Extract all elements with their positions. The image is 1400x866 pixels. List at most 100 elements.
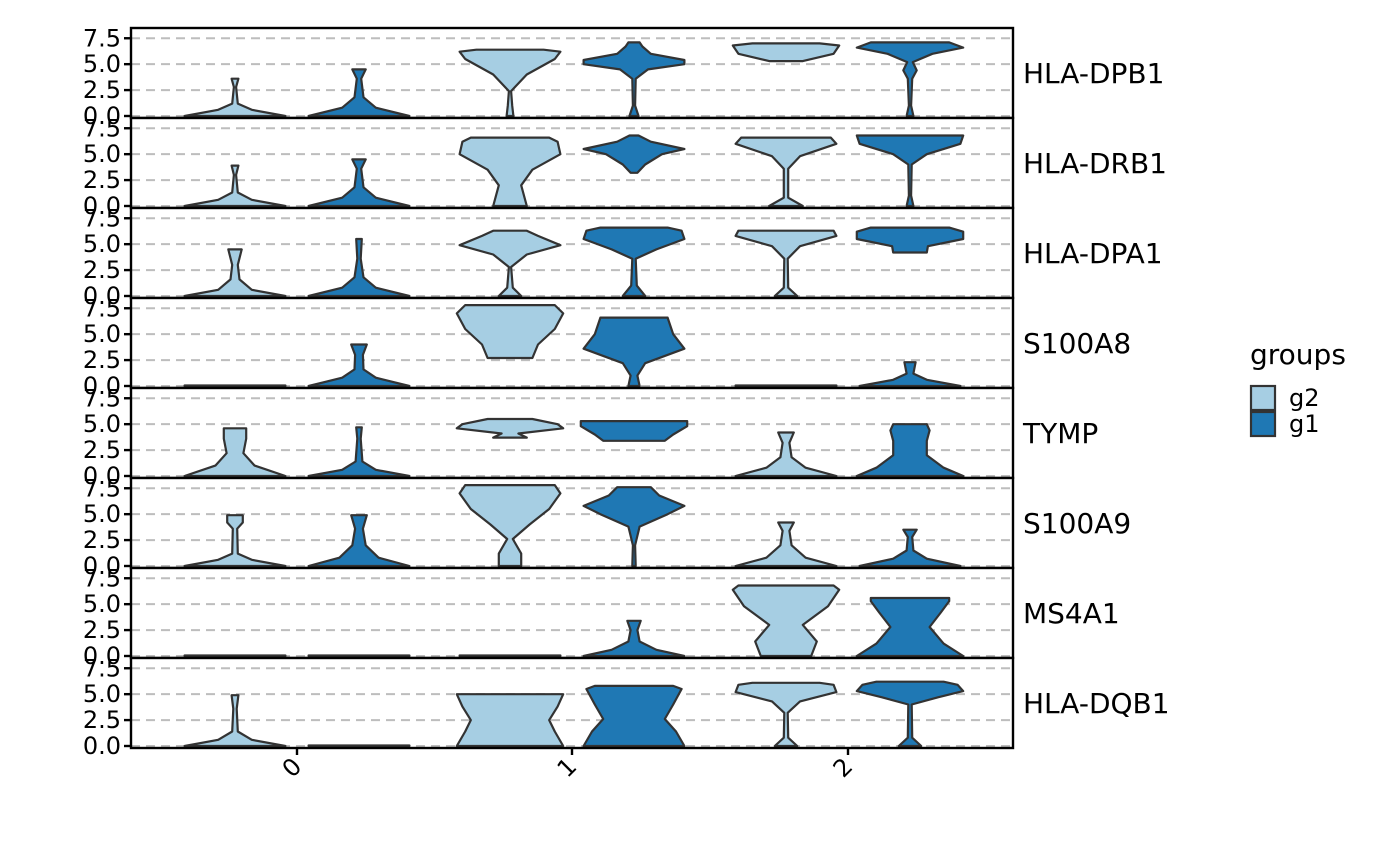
y-tick-label: 7.5 — [83, 24, 121, 52]
violin-hla-dqb1-2-g2 — [734, 681, 838, 748]
violin-ms4a1-2-g1 — [855, 596, 965, 658]
violin-tymp-1-g2 — [455, 417, 565, 439]
x-tick-label-1: 1 — [552, 752, 583, 783]
y-tick-label: 5.0 — [83, 500, 121, 528]
violin-ms4a1-0-g2 — [183, 654, 287, 658]
x-tick-label-2: 2 — [828, 752, 859, 783]
violin-s100a9-1-g2 — [458, 484, 562, 568]
violin-tymp-0-g2 — [183, 427, 287, 478]
panel-hla-dqb1: 0.02.55.07.5 HLA-DQB1 — [83, 654, 1170, 760]
strip-label-s100a9: S100A9 — [1023, 507, 1131, 540]
violin-hla-dpa1-2-g1 — [855, 226, 965, 254]
violin-hla-dqb1-1-g1 — [582, 684, 686, 748]
y-tick-label: 0.0 — [83, 642, 121, 670]
y-tick-label: 7.5 — [83, 114, 121, 142]
y-tick-label: 0.0 — [83, 732, 121, 760]
x-axis: 0 1 2 — [277, 748, 859, 783]
y-tick-label: 5.0 — [83, 410, 121, 438]
y-tick-label: 5.0 — [83, 230, 121, 258]
violin-hla-drb1-2-g1 — [855, 134, 965, 208]
y-tick-label: 0.0 — [83, 372, 121, 400]
violin-hla-dpb1-0-g2 — [183, 77, 287, 118]
y-tick-label: 2.5 — [83, 616, 121, 644]
panel-background — [131, 478, 1013, 568]
strip-label-hla-drb1: HLA-DRB1 — [1023, 147, 1167, 180]
violin-hla-dpa1-1-g2 — [458, 229, 562, 298]
violin-hla-drb1-1-g2 — [458, 136, 562, 208]
y-tick-label: 0.0 — [83, 552, 121, 580]
panel-background — [131, 658, 1013, 748]
panel-tymp: 0.02.55.07.5 TYMP — [83, 384, 1098, 490]
violin-hla-drb1-2-g2 — [734, 136, 838, 208]
violin-s100a9-0-g2 — [183, 514, 287, 568]
violin-hla-dqb1-0-g1 — [307, 744, 411, 748]
strip-label-hla-dpa1: HLA-DPA1 — [1023, 237, 1163, 270]
violin-s100a9-0-g1 — [307, 514, 411, 568]
violin-hla-drb1-1-g1 — [582, 134, 686, 174]
chart-panels: 0.02.55.07.5HLA-DPB10.02.55.07.5HLA-DRB1… — [83, 24, 1170, 760]
y-tick-label: 2.5 — [83, 436, 121, 464]
y-tick-label: 5.0 — [83, 590, 121, 618]
violin-tymp-2-g1 — [855, 423, 965, 478]
violin-hla-drb1-0-g2 — [183, 164, 287, 208]
legend-key-g2 — [1249, 384, 1277, 412]
panel-background — [131, 208, 1013, 298]
panel-background — [131, 298, 1013, 388]
y-tick-label: 7.5 — [83, 474, 121, 502]
violin-s100a8-1-g2 — [455, 304, 565, 360]
panel-background — [131, 118, 1013, 208]
panel-hla-drb1: 0.02.55.07.5 HLA-DRB1 — [83, 114, 1167, 220]
violin-s100a8-0-g2 — [183, 384, 287, 388]
y-tick-label: 0.0 — [83, 102, 121, 130]
y-tick-label: 2.5 — [83, 526, 121, 554]
strip-label-hla-dqb1: HLA-DQB1 — [1023, 687, 1170, 720]
violin-s100a8-0-g1 — [307, 343, 411, 388]
x-tick-label-0: 0 — [277, 752, 308, 783]
legend-label-g1: g1 — [1289, 410, 1320, 438]
panel-s100a8: 0.02.55.07.5 S100A8 — [83, 294, 1131, 400]
strip-label-ms4a1: MS4A1 — [1023, 597, 1120, 630]
panel-ms4a1: 0.02.55.07.5 MS4A1 — [83, 564, 1120, 670]
y-tick-label: 7.5 — [83, 384, 121, 412]
violin-hla-dpa1-1-g1 — [582, 226, 686, 298]
panel-background — [131, 28, 1013, 118]
violin-ms4a1-2-g2 — [731, 584, 841, 658]
violin-hla-dpb1-0-g1 — [307, 68, 411, 118]
y-tick-label: 7.5 — [83, 654, 121, 682]
strip-label-tymp: TYMP — [1022, 417, 1098, 450]
violin-hla-dpb1-1-g2 — [458, 48, 562, 118]
violin-tymp-1-g1 — [579, 420, 689, 442]
y-tick-label: 2.5 — [83, 706, 121, 734]
y-tick-label: 0.0 — [83, 462, 121, 490]
y-tick-label: 5.0 — [83, 320, 121, 348]
violin-hla-dpb1-2-g2 — [731, 42, 841, 63]
violin-s100a9-2-g2 — [734, 521, 838, 568]
violin-ms4a1-1-g2 — [458, 654, 562, 658]
y-tick-label: 7.5 — [83, 294, 121, 322]
y-tick-label: 7.5 — [83, 564, 121, 592]
violin-hla-dqb1-0-g2 — [183, 694, 287, 748]
legend-label-g2: g2 — [1289, 384, 1320, 412]
violin-hla-drb1-0-g1 — [307, 158, 411, 208]
violin-ms4a1-1-g1 — [582, 619, 686, 658]
panel-background — [131, 388, 1013, 478]
y-tick-label: 7.5 — [83, 204, 121, 232]
violin-hla-dpb1-1-g1 — [582, 41, 686, 118]
y-tick-label: 2.5 — [83, 346, 121, 374]
y-tick-label: 2.5 — [83, 256, 121, 284]
violin-tymp-0-g1 — [307, 426, 411, 478]
violin-s100a8-2-g2 — [734, 384, 838, 388]
panel-s100a9: 0.02.55.07.5 S100A9 — [83, 474, 1131, 580]
y-tick-label: 2.5 — [83, 166, 121, 194]
violin-s100a9-1-g1 — [582, 486, 686, 568]
y-tick-label: 5.0 — [83, 680, 121, 708]
violin-ms4a1-0-g1 — [307, 654, 411, 658]
y-tick-label: 5.0 — [83, 50, 121, 78]
violin-tymp-2-g2 — [734, 431, 838, 478]
violin-s100a8-1-g1 — [582, 316, 686, 388]
violin-hla-dqb1-1-g2 — [455, 693, 565, 748]
panel-hla-dpa1: 0.02.55.07.5 HLA-DPA1 — [83, 204, 1163, 310]
panel-background — [131, 568, 1013, 658]
